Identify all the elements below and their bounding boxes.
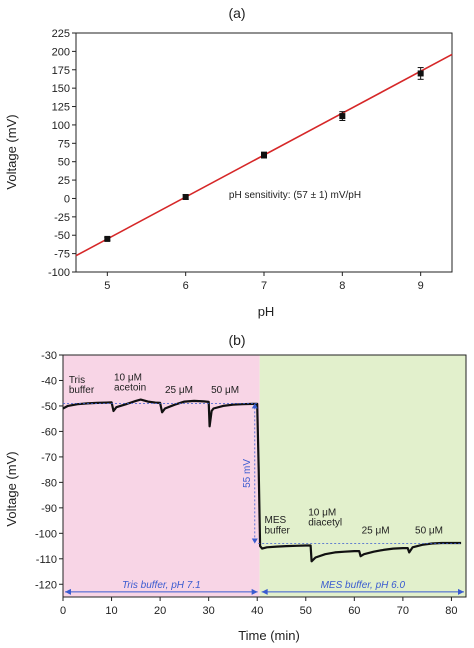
x-tick-label-b: 50	[300, 605, 312, 617]
chart-b-voltage-time: (b) -30 -40 -50 -60 -70 -80 -90 -100 -110 -120 0 10…	[4, 332, 467, 643]
x-tick-label-a: 5	[104, 280, 110, 292]
y-tick-label-a: 50	[58, 157, 70, 169]
data-point	[417, 70, 424, 77]
y-tick-label-a: 125	[52, 102, 70, 114]
y-tick-label-a: 225	[52, 28, 70, 40]
event-annotation: MES	[265, 515, 287, 526]
x-tick-label-a: 6	[183, 280, 189, 292]
event-annotation: 10 μM	[114, 372, 142, 383]
y-tick-label-a: 75	[58, 138, 70, 150]
y-tick-label-b: -100	[35, 528, 57, 540]
panel-label-a: (a)	[228, 5, 245, 21]
x-tick-label-b: 20	[154, 605, 166, 617]
x-tick-label-b: 60	[348, 605, 360, 617]
x-tick-label-a: 7	[261, 280, 267, 292]
sensitivity-annotation: pH sensitivity: (57 ± 1) mV/pH	[229, 190, 361, 201]
y-axis-title-a: Voltage (mV)	[4, 114, 19, 189]
y-tick-label-b: -70	[41, 452, 57, 464]
y-axis-title-b: Voltage (mV)	[4, 451, 19, 526]
x-axis-title-a: pH	[258, 304, 275, 319]
x-tick-label-b: 80	[445, 605, 457, 617]
event-annotation: 10 μM	[308, 507, 336, 518]
y-tick-label-a: 200	[52, 46, 70, 58]
y-tick-label-a: 100	[52, 120, 70, 132]
y-tick-label-a: 25	[58, 175, 70, 187]
y-tick-label-b: -60	[41, 426, 57, 438]
y-tick-label-a: -100	[48, 267, 70, 279]
step-arrow-head-bottom	[251, 538, 258, 544]
y-tick-label-a: -50	[54, 230, 70, 242]
x-axis-title-b: Time (min)	[238, 628, 300, 643]
x-tick-label-b: 10	[105, 605, 117, 617]
voltage-trace	[62, 398, 462, 563]
event-annotation: Tris	[69, 375, 85, 386]
event-annotation: diacetyl	[308, 518, 342, 529]
event-annotation: buffer	[69, 385, 95, 396]
y-tick-label-a: 175	[52, 65, 70, 77]
data-point	[182, 193, 189, 200]
y-tick-label-b: -80	[41, 477, 57, 489]
plot-frame-b	[62, 354, 467, 598]
x-tick-label-b: 0	[60, 605, 66, 617]
step-arrow-head-top	[251, 403, 258, 409]
region-arrow-head-left	[65, 588, 71, 595]
region-label-tris: Tris buffer, pH 7.1	[122, 580, 201, 591]
x-tick-label-b: 30	[203, 605, 215, 617]
event-annotation: 50 μM	[211, 385, 239, 396]
region-arrow-head-right	[458, 588, 464, 595]
region-arrow-head-right	[251, 588, 258, 595]
panel-label-b: (b)	[228, 332, 245, 348]
x-tick-label-a: 9	[418, 280, 424, 292]
y-tick-label-b: -50	[41, 401, 57, 413]
data-point	[104, 235, 111, 242]
y-tick-label-b: -110	[36, 554, 57, 566]
data-point	[339, 113, 346, 120]
x-tick-label-b: 70	[397, 605, 409, 617]
y-tick-label-a: -75	[54, 249, 70, 261]
y-tick-label-b: -30	[41, 350, 57, 362]
step-label: 55 mV	[242, 459, 253, 488]
y-tick-label-b: -120	[35, 579, 57, 591]
y-tick-label-b: -90	[41, 503, 57, 515]
x-tick-label-b: 40	[251, 605, 263, 617]
y-tick-label-b: -40	[41, 375, 57, 387]
chart-a-ph-sensitivity: (a) -100-75-50-2502550751001251501752002…	[4, 5, 453, 319]
region-label-mes: MES buffer, pH 6.0	[321, 580, 406, 591]
event-annotation: acetoin	[114, 383, 146, 394]
event-annotation: 25 μM	[362, 525, 390, 536]
region-arrow-head-left	[261, 588, 268, 595]
x-tick-label-a: 8	[339, 280, 345, 292]
event-annotation: 50 μM	[415, 525, 443, 536]
data-point	[261, 152, 267, 159]
y-tick-label-a: 0	[64, 193, 70, 205]
event-annotation: 25 μM	[165, 385, 193, 396]
event-annotation: buffer	[265, 525, 291, 536]
region-tris	[63, 355, 260, 597]
y-tick-label-a: 150	[52, 83, 70, 95]
y-tick-label-a: -25	[54, 212, 70, 224]
region-mes	[259, 355, 466, 597]
